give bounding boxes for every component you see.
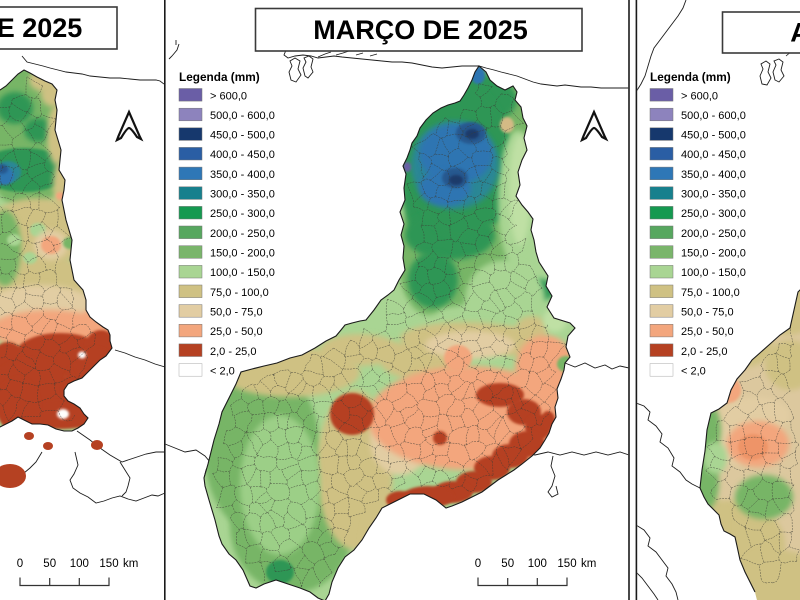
svg-text:> 600,0: > 600,0 — [681, 90, 718, 102]
svg-text:0: 0 — [17, 558, 23, 570]
svg-text:150,0 - 200,0: 150,0 - 200,0 — [210, 248, 275, 260]
svg-text:300,0 - 350,0: 300,0 - 350,0 — [210, 189, 275, 201]
svg-text:500,0 - 600,0: 500,0 - 600,0 — [681, 110, 746, 122]
svg-text:200,0 - 250,0: 200,0 - 250,0 — [681, 228, 746, 240]
svg-text:300,0 - 350,0: 300,0 - 350,0 — [681, 189, 746, 201]
svg-text:0: 0 — [475, 558, 481, 570]
svg-text:50,0 - 75,0: 50,0 - 75,0 — [210, 306, 263, 318]
svg-text:25,0 - 50,0: 25,0 - 50,0 — [210, 326, 263, 338]
svg-text:450,0 - 500,0: 450,0 - 500,0 — [210, 130, 275, 142]
svg-text:> 600,0: > 600,0 — [210, 90, 247, 102]
svg-text:150,0 - 200,0: 150,0 - 200,0 — [681, 248, 746, 260]
svg-text:75,0 - 100,0: 75,0 - 100,0 — [210, 287, 269, 299]
svg-text:2,0 - 25,0: 2,0 - 25,0 — [681, 346, 727, 358]
svg-text:km: km — [581, 558, 596, 570]
svg-text:250,0 - 300,0: 250,0 - 300,0 — [681, 208, 746, 220]
svg-text:Legenda (mm): Legenda (mm) — [179, 70, 260, 84]
svg-text:100,0 - 150,0: 100,0 - 150,0 — [210, 267, 275, 279]
svg-text:100: 100 — [528, 558, 547, 570]
svg-text:50: 50 — [501, 558, 514, 570]
svg-text:100,0 - 150,0: 100,0 - 150,0 — [681, 267, 746, 279]
svg-text:< 2,0: < 2,0 — [681, 365, 706, 377]
svg-text:150: 150 — [99, 558, 118, 570]
svg-text:350,0 - 400,0: 350,0 - 400,0 — [681, 169, 746, 181]
svg-text:< 2,0: < 2,0 — [210, 365, 235, 377]
svg-text:km: km — [123, 558, 138, 570]
svg-text:MARÇO DE 2025: MARÇO DE 2025 — [313, 15, 528, 45]
svg-text:ABRIL DE 2025: ABRIL DE 2025 — [790, 18, 800, 48]
svg-text:2,0 - 25,0: 2,0 - 25,0 — [210, 346, 256, 358]
svg-text:350,0 - 400,0: 350,0 - 400,0 — [210, 169, 275, 181]
svg-text:150: 150 — [557, 558, 576, 570]
svg-text:FEVEREIRO DE 2025: FEVEREIRO DE 2025 — [0, 13, 82, 43]
svg-text:450,0 - 500,0: 450,0 - 500,0 — [681, 130, 746, 142]
svg-text:Legenda (mm): Legenda (mm) — [650, 70, 731, 84]
svg-text:100: 100 — [70, 558, 89, 570]
svg-text:200,0 - 250,0: 200,0 - 250,0 — [210, 228, 275, 240]
svg-text:50: 50 — [43, 558, 56, 570]
svg-text:75,0 - 100,0: 75,0 - 100,0 — [681, 287, 740, 299]
svg-text:500,0 - 600,0: 500,0 - 600,0 — [210, 110, 275, 122]
svg-text:25,0 - 50,0: 25,0 - 50,0 — [681, 326, 734, 338]
svg-text:400,0 - 450,0: 400,0 - 450,0 — [210, 149, 275, 161]
svg-text:250,0 - 300,0: 250,0 - 300,0 — [210, 208, 275, 220]
svg-text:50,0 - 75,0: 50,0 - 75,0 — [681, 306, 734, 318]
svg-text:400,0 - 450,0: 400,0 - 450,0 — [681, 149, 746, 161]
